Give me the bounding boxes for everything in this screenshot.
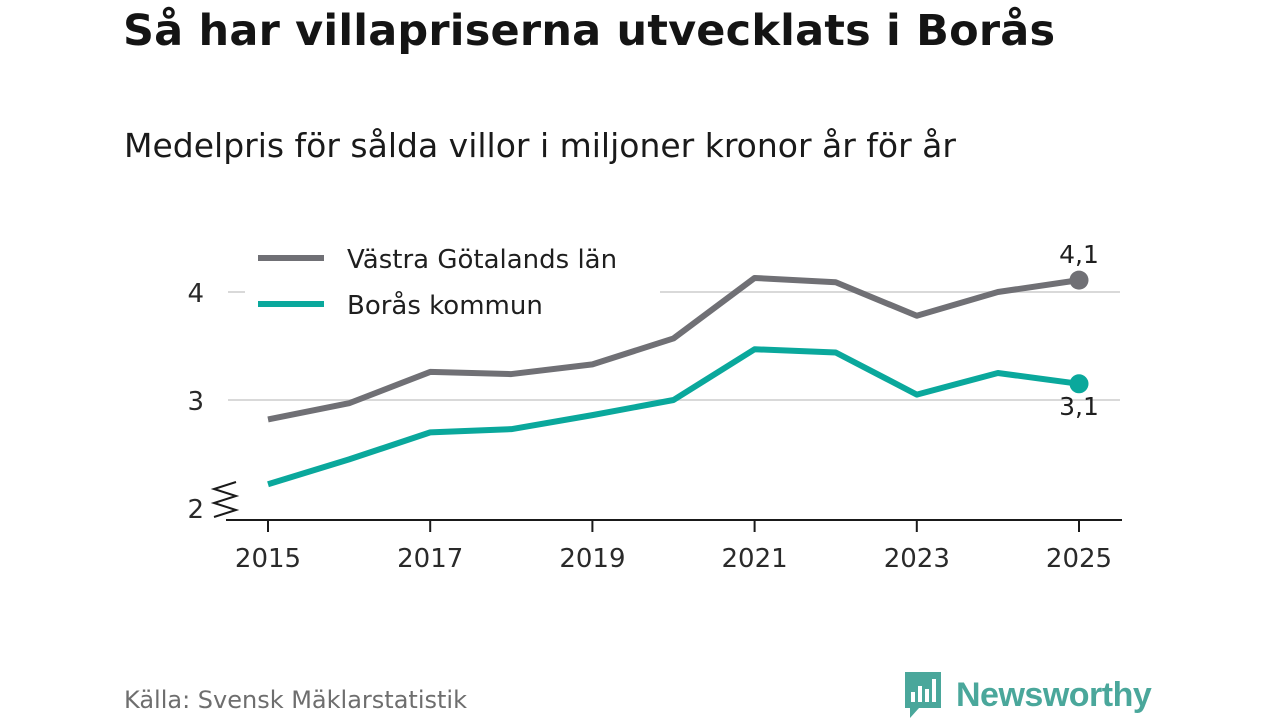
brand-name: Newsworthy [956, 675, 1152, 714]
end-value-label: 4,1 [1059, 240, 1099, 269]
x-tick-label: 2015 [235, 544, 301, 574]
series-lines: 4,1 3,1 [267, 240, 1099, 488]
y-axis: 2 3 4 [187, 279, 240, 525]
chart-title: Så har villapriserna utvecklats i Borås [123, 6, 1056, 56]
axis-break-icon [210, 481, 240, 518]
x-axis: 2015 2017 2019 2021 2023 2025 [226, 519, 1122, 574]
line-chart: 2015 2017 2019 2021 2023 2025 2 3 4 4,1 3,1 Väst… [187, 238, 1122, 574]
y-tick-label: 2 [187, 495, 204, 525]
legend-label: Borås kommun [347, 290, 543, 321]
source-note: Källa: Svensk Mäklarstatistik [124, 686, 467, 714]
series-line-boras [267, 346, 1080, 488]
chart-subtitle: Medelpris för sålda villor i miljoner kr… [124, 126, 956, 165]
legend-background [245, 238, 660, 328]
end-point-marker [1069, 374, 1089, 394]
end-point-marker [1069, 270, 1089, 290]
x-tick-label: 2019 [559, 544, 625, 574]
legend: Västra Götalands län Borås kommun [245, 238, 660, 328]
y-tick-label: 4 [187, 279, 204, 309]
x-tick-label: 2025 [1046, 544, 1112, 574]
legend-label: Västra Götalands län [347, 245, 617, 275]
brand-logo[interactable]: Newsworthy [902, 670, 1152, 720]
series-line-vastra-gotaland [267, 274, 1080, 423]
y-tick-label: 3 [187, 387, 204, 417]
x-tick-label: 2017 [397, 544, 463, 574]
end-value-label: 3,1 [1059, 392, 1099, 421]
x-tick-label: 2021 [722, 544, 788, 574]
x-tick-label: 2023 [884, 544, 950, 574]
newsworthy-logo-icon [905, 672, 941, 718]
